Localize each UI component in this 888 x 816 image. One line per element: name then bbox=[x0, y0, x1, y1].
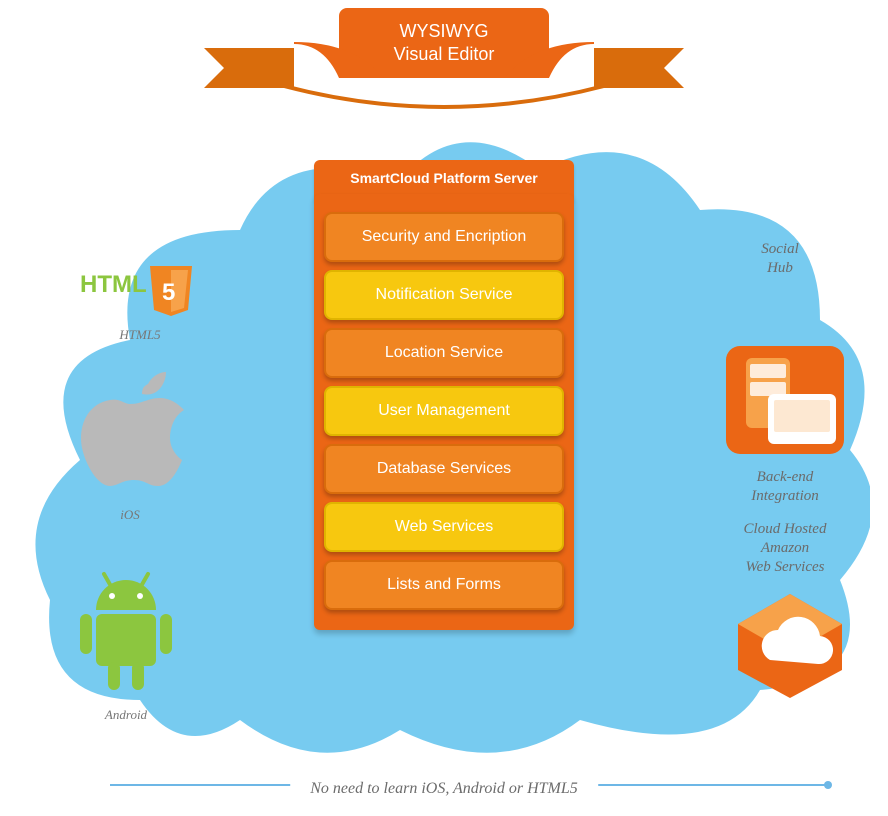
svg-text:HTML: HTML bbox=[80, 271, 147, 298]
editor-title-line2: Visual Editor bbox=[394, 44, 495, 64]
aws-cloud-icon bbox=[730, 590, 850, 700]
backend-integration-label: Back-endIntegration bbox=[710, 468, 860, 506]
bottom-divider-label: No need to learn iOS, Android or HTML5 bbox=[290, 780, 598, 798]
editor-banner: WYSIWYG Visual Editor bbox=[184, 8, 704, 118]
platform-html5-label: HTML5 bbox=[70, 327, 210, 343]
editor-title: WYSIWYG Visual Editor bbox=[394, 20, 495, 65]
platform-android-label: Android bbox=[56, 707, 196, 723]
editor-title-line1: WYSIWYG bbox=[399, 21, 488, 41]
cloud-hosted-label: Cloud HostedAmazonWeb Services bbox=[700, 520, 870, 576]
html5-icon: HTML 5 bbox=[80, 260, 200, 320]
android-icon bbox=[66, 570, 186, 700]
backend-integration bbox=[720, 340, 850, 465]
backend-icon bbox=[720, 340, 850, 460]
service-database-services: Database Services bbox=[324, 444, 564, 494]
platform-android: Android bbox=[56, 570, 196, 723]
platform-stack-body: Security and Encription Notification Serv… bbox=[314, 194, 574, 630]
service-security-and-encription: Security and Encription bbox=[324, 212, 564, 262]
service-user-management: User Management bbox=[324, 386, 564, 436]
service-web-services: Web Services bbox=[324, 502, 564, 552]
svg-text:5: 5 bbox=[162, 279, 175, 306]
apple-icon bbox=[70, 370, 190, 500]
service-location-service: Location Service bbox=[324, 328, 564, 378]
platform-html5: HTML 5 HTML5 bbox=[70, 260, 210, 343]
social-hub-label: SocialHub bbox=[720, 240, 840, 278]
aws-cloud bbox=[730, 590, 850, 705]
platform-ios-label: iOS bbox=[60, 507, 200, 523]
platform-ios: iOS bbox=[60, 370, 200, 523]
platform-stack: SmartCloud Platform Server Security and … bbox=[314, 160, 574, 630]
service-lists-and-forms: Lists and Forms bbox=[324, 560, 564, 610]
service-notification-service: Notification Service bbox=[324, 270, 564, 320]
diagram-root: WYSIWYG Visual Editor SmartCloud Platfor… bbox=[0, 0, 888, 816]
